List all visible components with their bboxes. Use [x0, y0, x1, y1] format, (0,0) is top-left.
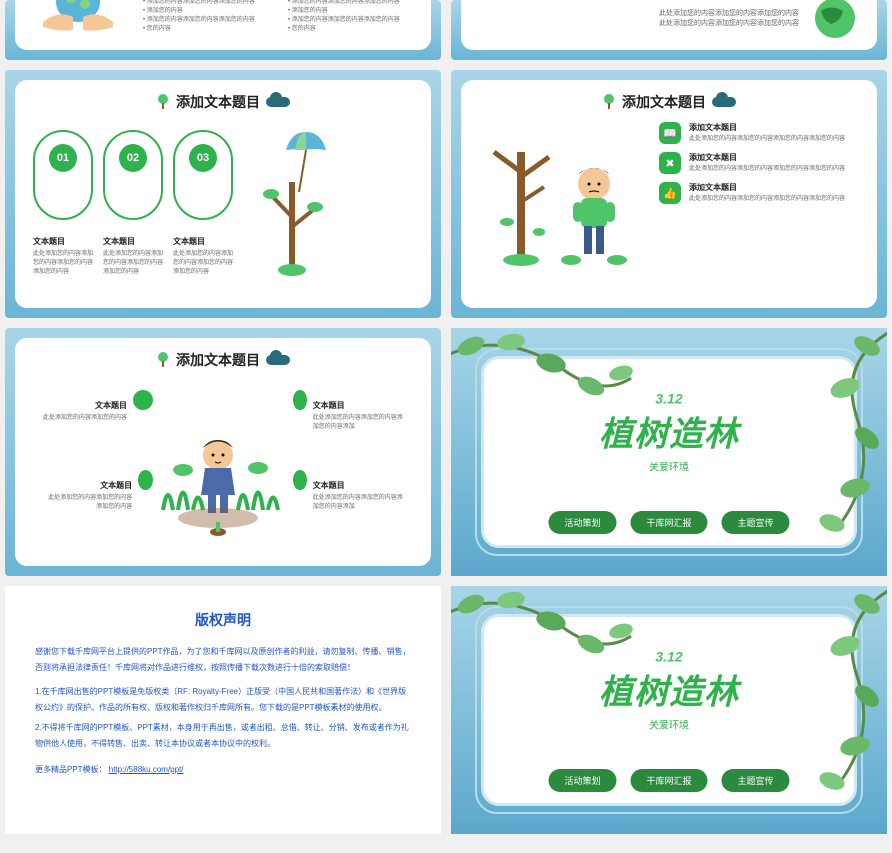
title-slide: 3.12 植树造林 关爱环境 活动策划 干库网汇报 主题宣传 [451, 328, 887, 576]
row-text: 此处添加您的内容添加您的内容添加您的内容添加您的内容 [689, 135, 859, 143]
body-text: 此处添加您的内容添加您的内容添加您的内容 [659, 8, 799, 18]
bullet-text: 您的内容 [292, 26, 316, 32]
pill-02: 02 [103, 130, 163, 220]
row-title: 添加文本题目 [689, 152, 859, 163]
date-text: 3.12 [599, 391, 739, 407]
nav-button[interactable]: 干库网汇报 [630, 511, 707, 534]
cloud-icon [712, 97, 736, 107]
row-text: 此处添加您的内容添加您的内容添加您的内容添加您的内容 [689, 165, 859, 173]
slide-grid: • 添加您的内容添加您的内容添加您的内容 • 添加您的内容 • 添加您的内容添加… [0, 0, 892, 834]
copyright-title: 版权声明 [35, 610, 411, 630]
slide-partial-right: 此处添加您的内容添加您的内容添加您的内容 此处添加您的内容添加您的内容添加您的内… [451, 0, 887, 60]
boy-tree-illustration [479, 122, 639, 272]
main-logo: 3.12 植树造林 关爱环境 [599, 649, 739, 732]
icon-row: 👍 添加文本题目此处添加您的内容添加您的内容添加您的内容添加您的内容 [659, 182, 859, 204]
template-link[interactable]: http://588ku.com/ppt/ [109, 765, 184, 774]
scatter-item: 文本题目 此处添加您的内容添加您的内容 [43, 390, 153, 423]
dot-icon [133, 390, 153, 410]
icon-row: ✖ 添加文本题目此处添加您的内容添加您的内容添加您的内容添加您的内容 [659, 152, 859, 174]
body-text: 此处添加您的内容添加您的内容添加您的内容添加您的内容 [33, 250, 93, 277]
body-text: 此处添加您的内容添加您的内容添加您的内容添加您的内容 [173, 250, 233, 277]
cloud-icon [266, 355, 290, 365]
main-title: 植树造林 [599, 407, 739, 456]
sub-title: 文本题目 [33, 236, 93, 247]
sub-title: 文本题目 [173, 236, 233, 247]
row-title: 添加文本题目 [689, 182, 859, 193]
copyright-slide: 版权声明 感谢您下载千库网平台上提供的PPT作品，为了您和千库网以及原创作者的利… [5, 586, 441, 834]
body-text: 此处添加您的内容添加您的内容添加您的内容添加您的内容 [103, 250, 163, 277]
slide-title: 添加文本题目 [176, 350, 260, 370]
icon-row: 📖 添加文本题目此处添加您的内容添加您的内容添加您的内容添加您的内容 [659, 122, 859, 144]
child-planting-illustration [153, 410, 283, 540]
copyright-para: 2.不得将千库网的PPT模板、PPT素材，本身用于再出售，或者出租、总借、转让、… [35, 720, 411, 752]
dot-icon [293, 470, 307, 490]
nav-button[interactable]: 活动策划 [548, 511, 616, 534]
cloud-icon [266, 97, 290, 107]
dot-icon [138, 470, 153, 490]
main-title: 植树造林 [599, 665, 739, 714]
nav-button[interactable]: 主题宣传 [722, 511, 790, 534]
sub-title: 文本题目 [103, 236, 163, 247]
body-text: 此处添加您的内容添加您的内容添加您的内容 [659, 18, 799, 28]
nav-button[interactable]: 主题宣传 [722, 769, 790, 792]
scatter-item: 文本题目 此处添加您的内容添加您的内容添加您的内容 [43, 470, 153, 512]
thumbs-up-icon: 👍 [659, 182, 681, 204]
tree-icon [156, 351, 170, 369]
tree-icon [156, 93, 170, 111]
slide-three-pills: 添加文本题目 01 02 03 文本题目此处添加您的内容添加您的内容添加您的内容… [5, 70, 441, 318]
tree-icon [602, 93, 616, 111]
scatter-item: 文本题目 此处添加您的内容添加您的内容添加您的内容添加 [293, 470, 403, 512]
book-icon: 📖 [659, 122, 681, 144]
nav-button[interactable]: 活动策划 [548, 769, 616, 792]
sub-title: 关爱环境 [599, 459, 739, 474]
globe-illustration [813, 0, 857, 40]
more-label: 更多精品PPT模板： [35, 765, 107, 774]
main-logo: 3.12 植树造林 关爱环境 [599, 391, 739, 474]
slide-title: 添加文本题目 [622, 92, 706, 112]
dot-icon [293, 390, 307, 410]
title-slide: 3.12 植树造林 关爱环境 活动策划 干库网汇报 主题宣传 [451, 586, 887, 834]
copyright-para: 感谢您下载千库网平台上提供的PPT作品，为了您和千库网以及原创作者的利益，请勿复… [35, 644, 411, 676]
slide-scatter: 添加文本题目 [5, 328, 441, 576]
pill-03: 03 [173, 130, 233, 220]
date-text: 3.12 [599, 649, 739, 665]
row-text: 此处添加您的内容添加您的内容添加您的内容添加您的内容 [689, 195, 859, 203]
slide-icon-rows: 添加文本题目 [451, 70, 887, 318]
pill-01: 01 [33, 130, 93, 220]
nav-button[interactable]: 干库网汇报 [630, 769, 707, 792]
hands-earth-illustration [33, 0, 123, 32]
cross-icon: ✖ [659, 152, 681, 174]
row-title: 添加文本题目 [689, 122, 859, 133]
umbrella-tree-illustration [251, 122, 351, 282]
copyright-para: 1.在千库网出售的PPT模板是免版权类（RF: Royalty-Free）正版受… [35, 684, 411, 716]
sub-title: 关爱环境 [599, 717, 739, 732]
slide-partial-left: • 添加您的内容添加您的内容添加您的内容 • 添加您的内容 • 添加您的内容添加… [5, 0, 441, 60]
bullet-text: 您的内容 [147, 26, 171, 32]
slide-title: 添加文本题目 [176, 92, 260, 112]
scatter-item: 文本题目 此处添加您的内容添加您的内容添加您的内容添加 [293, 390, 403, 432]
